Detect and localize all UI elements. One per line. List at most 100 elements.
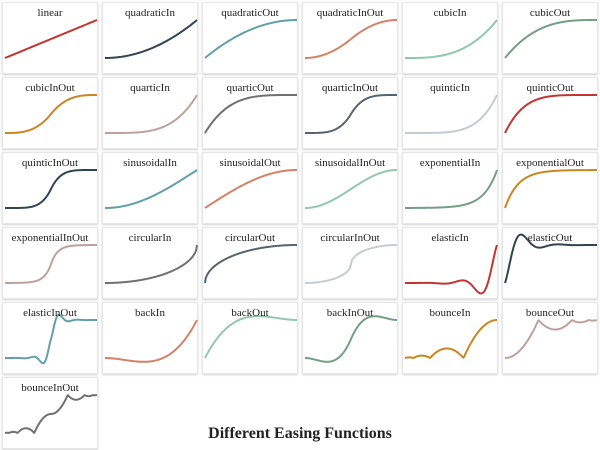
chart-label: exponentialIn: [419, 157, 481, 169]
chart-label: circularIn: [128, 232, 172, 244]
chart-label: cubicIn: [433, 7, 467, 19]
series-line: [504, 233, 598, 284]
chart-quadratic-in-out: quadraticInOut: [302, 2, 398, 74]
chart-circular-out: circularOut: [202, 227, 298, 299]
chart-plot: [404, 94, 498, 134]
chart-plot: [4, 313, 98, 365]
series-line: [104, 19, 198, 59]
series-line: [504, 169, 598, 209]
chart-label: sinusoidalIn: [123, 157, 177, 169]
series-line: [4, 394, 98, 434]
series-line: [404, 94, 498, 134]
chart-plot: [404, 319, 498, 359]
chart-plot: [4, 19, 98, 59]
chart-quintic-in: quinticIn: [402, 77, 498, 149]
chart-back-in: backIn: [102, 302, 198, 374]
series-line: [104, 244, 198, 284]
chart-plot: [104, 169, 198, 209]
chart-plot: [204, 94, 298, 134]
chart-bounce-in-out: bounceInOut: [2, 377, 98, 449]
chart-label: sinusoidalInOut: [314, 157, 386, 169]
chart-label: quarticIn: [130, 82, 170, 94]
chart-plot: [504, 94, 598, 134]
series-line: [404, 19, 498, 59]
chart-sinusoidal-in-out: sinusoidalInOut: [302, 152, 398, 224]
series-line: [404, 244, 498, 295]
series-line: [504, 94, 598, 134]
chart-plot: [104, 94, 198, 134]
chart-elastic-in-out: elasticInOut: [2, 302, 98, 374]
chart-quintic-out: quinticOut: [502, 77, 598, 149]
chart-cubic-in-out: cubicInOut: [2, 77, 98, 149]
chart-plot: [304, 94, 398, 134]
chart-exponential-out: exponentialOut: [502, 152, 598, 224]
chart-label: quinticOut: [526, 82, 574, 94]
chart-plot: [104, 319, 198, 363]
chart-exponential-in-out: exponentialInOut: [2, 227, 98, 299]
chart-label: elasticOut: [527, 232, 573, 244]
chart-plot: [204, 169, 298, 209]
chart-label: cubicInOut: [25, 82, 75, 94]
chart-label: bounceInOut: [21, 382, 79, 394]
chart-label: circularInOut: [320, 232, 380, 244]
series-line: [204, 94, 298, 134]
chart-circular-in: circularIn: [102, 227, 198, 299]
series-line: [204, 315, 298, 359]
chart-plot: [404, 19, 498, 59]
series-line: [104, 94, 198, 134]
chart-exponential-in: exponentialIn: [402, 152, 498, 224]
series-line: [104, 169, 198, 209]
chart-quintic-in-out: quinticInOut: [2, 152, 98, 224]
chart-plot: [504, 233, 598, 284]
chart-label: quinticInOut: [21, 157, 79, 169]
chart-quartic-in: quarticIn: [102, 77, 198, 149]
chart-plot: [204, 315, 298, 359]
series-line: [404, 169, 498, 209]
chart-plot: [504, 19, 598, 59]
chart-bounce-out: bounceOut: [502, 302, 598, 374]
series-line: [4, 169, 98, 209]
chart-label: backIn: [135, 307, 165, 319]
series-line: [4, 94, 98, 134]
page-title: Different Easing Functions: [208, 425, 392, 442]
chart-plot: [504, 319, 598, 359]
chart-elastic-in: elasticIn: [402, 227, 498, 299]
chart-plot: [4, 244, 98, 284]
chart-elastic-out: elasticOut: [502, 227, 598, 299]
chart-label: elasticIn: [431, 232, 469, 244]
chart-sinusoidal-out: sinusoidalOut: [202, 152, 298, 224]
chart-plot: [4, 94, 98, 134]
chart-plot: [104, 19, 198, 59]
chart-quartic-out: quarticOut: [202, 77, 298, 149]
chart-label: exponentialInOut: [11, 232, 89, 244]
chart-quadratic-in: quadraticIn: [102, 2, 198, 74]
chart-label: quarticOut: [226, 82, 274, 94]
chart-label: circularOut: [224, 232, 276, 244]
chart-label: quarticInOut: [321, 82, 379, 94]
chart-quartic-in-out: quarticInOut: [302, 77, 398, 149]
chart-plot: [304, 315, 398, 363]
chart-plot: [204, 19, 298, 59]
series-line: [504, 319, 598, 359]
chart-plot: [4, 169, 98, 209]
chart-cubic-in: cubicIn: [402, 2, 498, 74]
chart-label: backOut: [231, 307, 269, 319]
series-line: [304, 315, 398, 363]
chart-label: bounceIn: [429, 307, 471, 319]
chart-label: elasticInOut: [23, 307, 77, 319]
chart-label: quadraticOut: [221, 7, 279, 19]
chart-label: quadraticIn: [124, 7, 176, 19]
chart-label: sinusoidalOut: [219, 157, 281, 169]
chart-plot: [404, 244, 498, 295]
series-line: [304, 94, 398, 134]
chart-plot: [4, 394, 98, 434]
series-line: [304, 19, 398, 59]
series-line: [4, 244, 98, 284]
chart-label: linear: [37, 7, 63, 19]
chart-plot: [504, 169, 598, 209]
chart-plot: [104, 244, 198, 284]
chart-label: quinticIn: [430, 82, 470, 94]
chart-plot: [404, 169, 498, 209]
chart-label: quadraticInOut: [316, 7, 384, 19]
